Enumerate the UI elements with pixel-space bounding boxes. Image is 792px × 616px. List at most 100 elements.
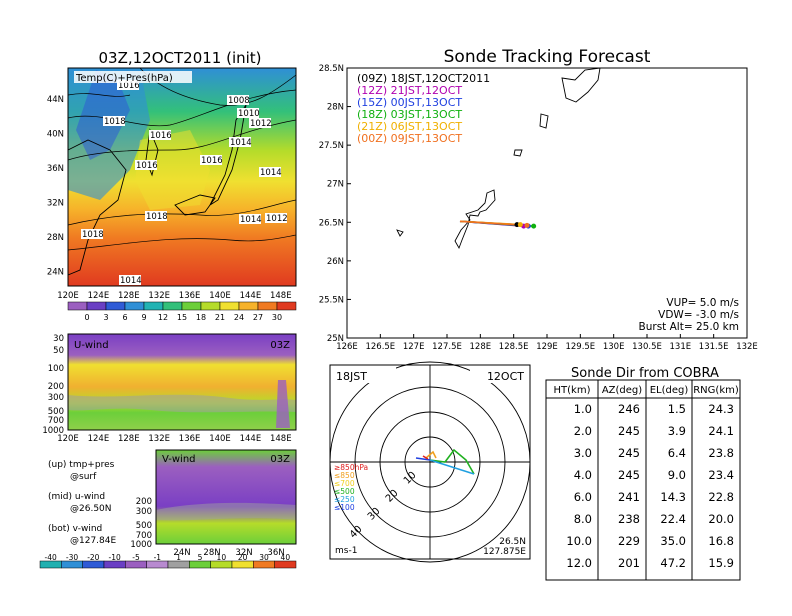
islands: [396, 67, 601, 250]
uwind-x-tick-label: 124E: [88, 434, 110, 444]
table-cell: 22.4: [660, 512, 686, 526]
isobar-label: 1012: [250, 119, 272, 129]
track-endpoint-marker: [531, 223, 537, 229]
table-cell: 245: [618, 446, 640, 460]
wind-colorbar-swatch: [39, 560, 62, 569]
colorbar-swatch: [238, 301, 259, 311]
lon-tick-label: 120E: [57, 291, 79, 301]
vwind-y-tick-label: 500: [136, 521, 152, 531]
table-cell: 6.4: [668, 446, 686, 460]
track-x-tick-label: 127.5E: [432, 342, 462, 352]
wind-colorbar-swatch: [210, 560, 233, 569]
lon-tick-label: 144E: [240, 291, 262, 301]
wind-colorbar-swatch: [189, 560, 211, 569]
uwind-y-tick-label: 200: [48, 382, 64, 392]
colorbar-swatch: [162, 301, 183, 311]
isobar-label: 1008: [228, 96, 250, 106]
table-cell: 47.2: [660, 556, 686, 570]
uwind-field: [68, 334, 296, 430]
uwind-x-tick-label: 144E: [240, 434, 262, 444]
table-cell: 4.0: [574, 468, 592, 482]
isobar-label: 1014: [260, 168, 282, 178]
vwind-y-tick-label: 700: [136, 531, 152, 541]
wind-colorbar-swatch: [274, 560, 297, 569]
uwind-label: U-wind: [74, 340, 109, 351]
uwind-x-tick-label: 132E: [148, 434, 170, 444]
uwind-y-tick-label: 50: [53, 346, 64, 356]
isobar-label-bg: [149, 130, 171, 140]
track-y-tick-label: 25.5N: [319, 295, 344, 305]
tracking-frame: [346, 67, 748, 339]
uwind-x-tick-label: 120E: [57, 434, 79, 444]
legend-note-line2: @surf: [70, 472, 97, 482]
polar-date: 12OCT: [487, 370, 524, 383]
legend-note-line2: @127.84E: [70, 536, 116, 546]
isobar-label-bg: [135, 160, 157, 170]
tracking-map: (09Z) 18JST,12OCT2011(12Z) 21JST,12OCT(1…: [319, 64, 758, 352]
wind-colorbar-tick-label: -10: [109, 553, 121, 562]
tracking-y-ticks: 28.5N 28N 27.5N 27N 26.5N 26N 25.5N 25N: [319, 64, 351, 344]
isobar-label-bg: [265, 213, 287, 223]
legend-note-line1: (up) tmp+pres: [48, 460, 115, 470]
wind-colorbar-tick-label: 1: [176, 553, 181, 562]
vwind-x-tick-label: 28N: [203, 548, 220, 558]
table-cell: 1.0: [574, 402, 592, 416]
left-map-label-bg: [74, 71, 192, 83]
colorbar-tick-label: 3: [103, 313, 108, 322]
polar-level-entry: ≥850hPa: [334, 463, 368, 472]
legend-note-line1: (mid) u-wind: [48, 492, 105, 502]
vdw-param: VDW= -3.0 m/s: [658, 309, 739, 321]
colorbar-tick-label: 12: [158, 313, 168, 322]
isobar-label-bg: [145, 211, 167, 221]
table-cell: 8.0: [574, 512, 592, 526]
left-map-lon-ticks: 120E 124E 128E 132E 136E 140E 144E 148E: [57, 291, 291, 301]
isobar-label: 1018: [104, 117, 126, 127]
isobar-label-bg: [200, 155, 222, 165]
track-x-tick-label: 128E: [470, 342, 492, 352]
track-y-tick-label: 26N: [327, 257, 344, 267]
temperature-colorbar: 0 3 6 9 12 15 18 21 24 27 30: [67, 301, 297, 322]
direction-table: HT(km) AZ(deg) EL(deg) RNG(km) 1.0 246 1.5 24.3…: [545, 379, 741, 581]
table-header-cell: HT(km): [554, 385, 591, 396]
polar-level-entry: ≤250: [334, 495, 355, 504]
colorbar-swatch: [124, 301, 145, 311]
launch-legend-entry: (18Z) 03JST,13OCT: [357, 108, 462, 121]
hodograph: [415, 448, 475, 475]
isobar-label: 1010: [238, 109, 260, 119]
polar-level-entry: ≤850: [334, 471, 355, 480]
vwind-y-tick-label: 200: [136, 497, 152, 507]
track-y-tick-label: 27N: [327, 180, 344, 190]
track-endpoints: [514, 222, 537, 229]
track-y-tick-label: 28N: [327, 103, 344, 113]
vup-param: VUP= 5.0 m/s: [666, 297, 739, 309]
tracking-x-ticks: 126E 126.5E 127E 127.5E 128E 128.5E 129E 129.5E…: [336, 334, 758, 352]
vwind-x-ticks: 24N 28N 32N 36N: [173, 548, 284, 558]
isobar-label-bg: [119, 275, 141, 285]
colorbar-swatch: [181, 301, 202, 311]
wind-colorbar-tick-label: -30: [66, 553, 78, 562]
launch-legend-entry: (21Z) 06JST,13OCT: [357, 120, 462, 133]
left-map-lat-ticks: 44N 40N 36N 32N 28N 24N: [47, 95, 64, 278]
isobar-label: 1016: [136, 161, 158, 171]
table-header-cell: EL(deg): [650, 385, 689, 396]
colorbar-tick-label: 9: [141, 313, 146, 322]
track-x-tick-label: 127E: [403, 342, 425, 352]
launch-legend: (09Z) 18JST,12OCT2011(12Z) 21JST,12OCT(1…: [357, 72, 490, 145]
tracking-title: Sonde Tracking Forecast: [444, 47, 651, 67]
polar-level-entry: ≤700: [334, 479, 355, 488]
polar-level-legend: ≥850hPa≤850≤700≤500≤250≤100: [334, 463, 368, 512]
wind-colorbar-tick-label: 20: [238, 553, 248, 562]
wind-colorbar-swatch: [253, 560, 275, 569]
isobar-label: 1018: [82, 230, 104, 240]
vwind-x-tick-label: 32N: [235, 548, 252, 558]
uwind-y-tick-label: 500: [48, 407, 64, 417]
isobar-label: 1016: [118, 81, 140, 91]
lon-tick-label: 124E: [88, 291, 110, 301]
table-cell: 238: [618, 512, 640, 526]
colorbar-swatch: [219, 301, 240, 311]
wind-colorbar-tick-label: -40: [45, 553, 57, 562]
launch-legend-entry: (09Z) 18JST,12OCT2011: [357, 72, 490, 85]
vwind-x-tick-label: 24N: [173, 548, 190, 558]
